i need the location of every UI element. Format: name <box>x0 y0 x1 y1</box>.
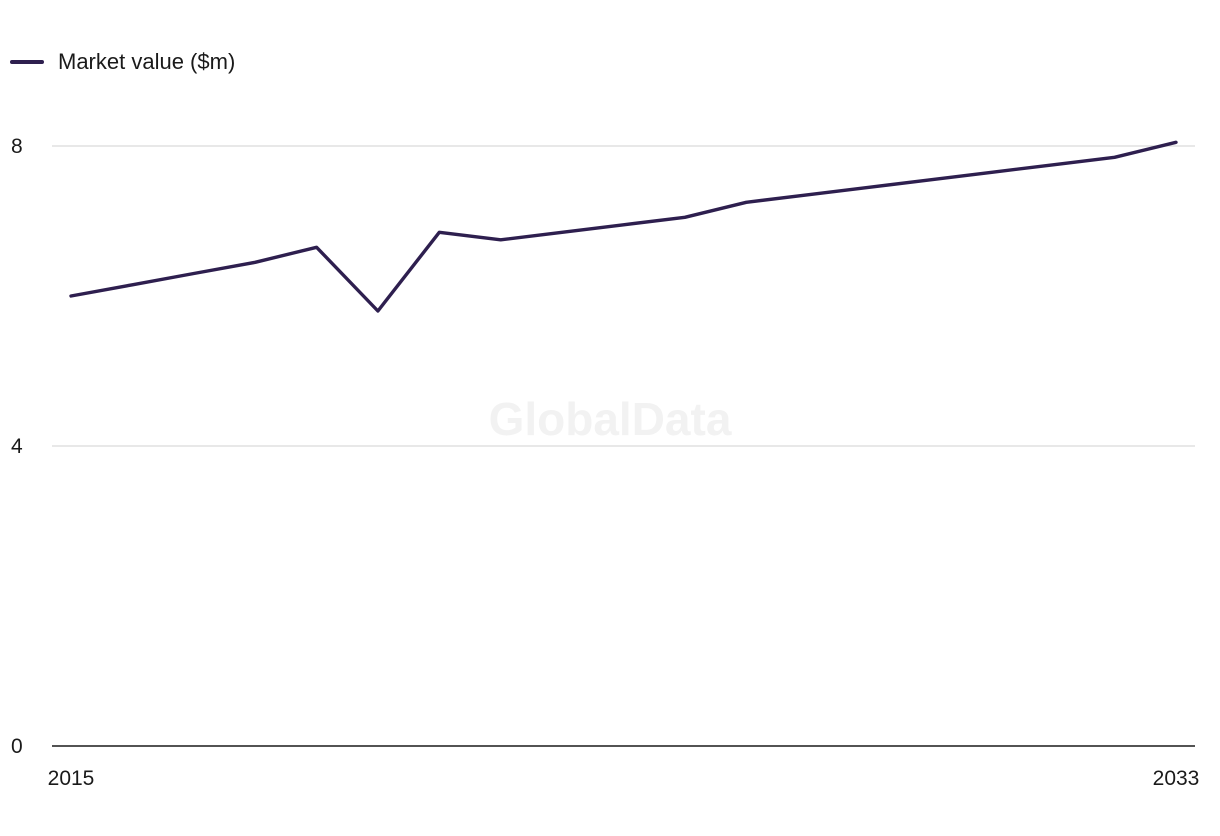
legend: Market value ($m) <box>10 49 235 74</box>
y-axis-ticks: 0 4 8 <box>11 135 23 758</box>
y-tick-label-8: 8 <box>11 135 23 158</box>
x-tick-label-2015: 2015 <box>48 767 95 790</box>
legend-label-market-value: Market value ($m) <box>58 49 235 74</box>
series-line-0 <box>69 140 1178 313</box>
series-layer <box>69 140 1178 313</box>
x-axis-ticks: 2015 2033 <box>48 767 1200 790</box>
y-tick-label-0: 0 <box>11 735 23 758</box>
watermark-text: GlobalData <box>489 393 732 445</box>
y-tick-label-4: 4 <box>11 435 23 458</box>
x-tick-label-2033: 2033 <box>1153 767 1200 790</box>
gridlines <box>52 145 1195 447</box>
